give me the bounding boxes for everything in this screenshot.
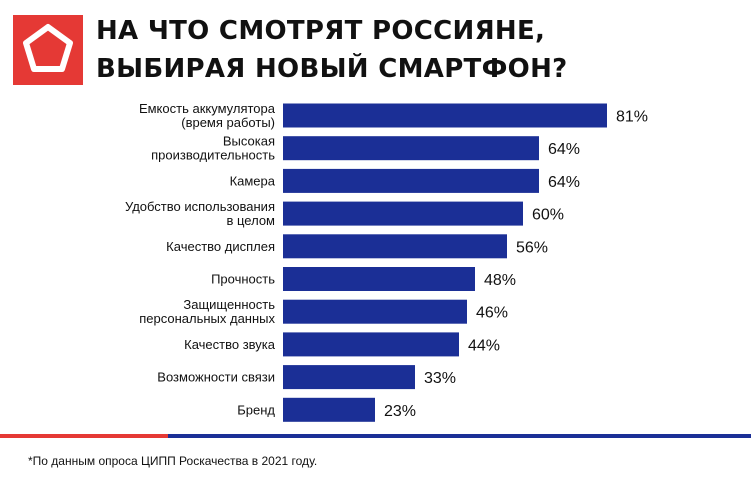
bar-9 xyxy=(283,365,415,390)
category-label-3: Камера xyxy=(230,173,276,188)
footnote: *По данным опроса ЦИПП Роскачества в 202… xyxy=(28,454,318,468)
value-label-6: 48% xyxy=(484,272,516,289)
bar-4 xyxy=(283,201,523,226)
divider-red xyxy=(0,434,168,438)
value-label-10: 23% xyxy=(384,403,416,420)
value-label-7: 46% xyxy=(476,305,508,322)
value-label-9: 33% xyxy=(424,370,456,387)
bar-1 xyxy=(283,103,607,128)
bar-5 xyxy=(283,234,507,259)
bar-2 xyxy=(283,136,539,161)
value-label-4: 60% xyxy=(532,207,564,224)
category-label-4-line-1: Удобство использования xyxy=(125,199,275,214)
category-label-1-line-1: Емкость аккумулятора xyxy=(139,101,276,116)
category-label-5: Качество дисплея xyxy=(166,239,275,254)
divider-blue xyxy=(168,434,751,438)
category-label-10: Бренд xyxy=(237,402,275,417)
category-label-2-line-1: Высокая xyxy=(223,134,275,149)
category-label-7-line-1: Защищенность xyxy=(183,297,275,312)
title-line-2: ВЫБИРАЯ НОВЫЙ СМАРТФОН? xyxy=(96,54,568,84)
value-label-5: 56% xyxy=(516,239,548,256)
bar-8 xyxy=(283,332,459,357)
category-label-9: Возможности связи xyxy=(157,370,275,385)
title-line-1: НА ЧТО СМОТРЯТ РОССИЯНЕ, xyxy=(96,16,546,46)
page-title: НА ЧТО СМОТРЯТ РОССИЯНЕ, ВЫБИРАЯ НОВЫЙ С… xyxy=(96,12,568,88)
value-label-2: 64% xyxy=(548,141,580,158)
category-label-4-line-2: в целом xyxy=(226,213,275,228)
bar-6 xyxy=(283,267,475,291)
category-label-6: Прочность xyxy=(211,272,275,287)
logo-icon xyxy=(13,15,83,85)
value-label-1: 81% xyxy=(616,109,648,126)
bar-7 xyxy=(283,299,467,324)
category-label-8: Качество звука xyxy=(184,337,276,352)
value-label-3: 64% xyxy=(548,174,580,191)
category-label-1-line-2: (время работы) xyxy=(181,115,275,130)
bar-10 xyxy=(283,397,375,422)
category-label-7-line-2: персональных данных xyxy=(139,311,275,326)
value-label-8: 44% xyxy=(468,337,500,354)
category-label-2-line-2: производительность xyxy=(151,148,275,163)
bar-3 xyxy=(283,168,539,193)
